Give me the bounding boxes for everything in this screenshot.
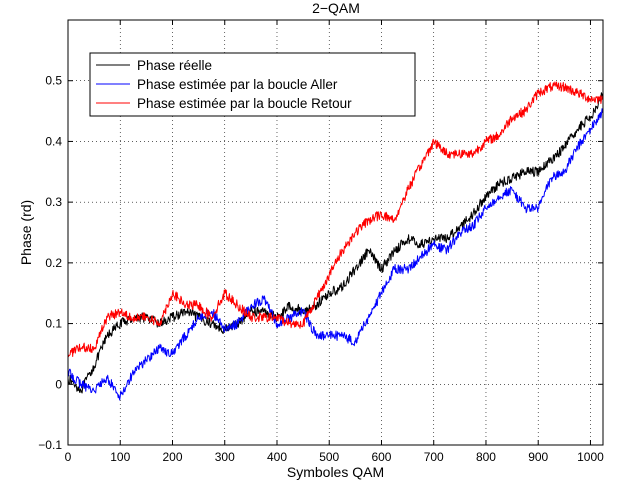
x-tick-label: 700 — [424, 450, 444, 464]
grid — [68, 20, 603, 445]
legend-label: Phase estimée par la boucle Aller — [137, 77, 338, 92]
y-tick-label: 0.5 — [45, 74, 62, 88]
y-tick-label: 0 — [55, 377, 62, 391]
legend-label: Phase estimée par la boucle Retour — [137, 96, 352, 111]
ticks: 0 100 200 300 400 500 600 700 800 900 1000−0.100.1… — [38, 20, 604, 464]
x-tick-label: 900 — [528, 450, 548, 464]
chart-title: 2−QAM — [312, 0, 360, 16]
x-tick-label: 200 — [162, 450, 182, 464]
x-tick-label: 300 — [215, 450, 235, 464]
x-tick-label: 1000 — [577, 450, 604, 464]
legend: Phase réelle Phase estimée par la boucle … — [89, 52, 416, 117]
series-line — [67, 81, 604, 358]
x-tick-label: 600 — [371, 450, 391, 464]
plot-border — [67, 19, 604, 446]
y-tick-label: 0.1 — [45, 317, 62, 331]
series-line — [67, 108, 604, 401]
x-tick-label: 0 — [65, 450, 72, 464]
x-tick-label: 100 — [110, 450, 130, 464]
y-axis-title: Phase (rd) — [18, 200, 34, 265]
x-tick-label: 400 — [267, 450, 287, 464]
x-axis-title: Symboles QAM — [287, 464, 384, 480]
y-tick-label: 0.2 — [45, 256, 62, 270]
y-tick-label: 0.3 — [45, 195, 62, 209]
legend-box — [89, 52, 416, 117]
x-tick-label: 800 — [476, 450, 496, 464]
y-tick-label: 0.4 — [45, 134, 62, 148]
x-tick-label: 500 — [319, 450, 339, 464]
y-tick-label: −0.1 — [38, 438, 62, 452]
series-layer — [67, 81, 604, 401]
series-line — [67, 92, 604, 394]
legend-label: Phase réelle — [137, 58, 212, 73]
